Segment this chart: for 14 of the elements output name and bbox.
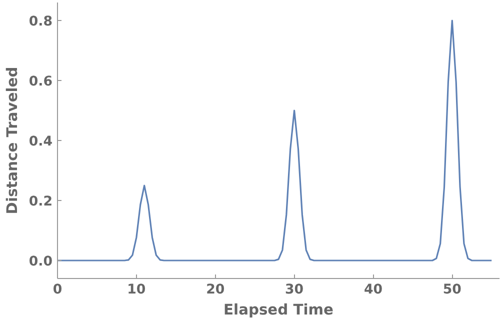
y-tick-label: 0.4 <box>28 134 53 150</box>
x-tick-label: 20 <box>206 282 225 298</box>
x-tick-label: 10 <box>127 282 146 298</box>
y-tick-label: 0.2 <box>28 194 53 210</box>
x-tick-label: 0 <box>52 282 62 298</box>
y-tick-label: 0.0 <box>28 254 53 270</box>
x-axis-title: Elapsed Time <box>224 302 334 318</box>
y-axis-title: Distance Traveled <box>4 66 21 214</box>
y-tick-label: 0.6 <box>28 74 53 90</box>
x-tick-label: 30 <box>285 282 304 298</box>
x-tick-label: 50 <box>442 282 462 298</box>
y-tick-label: 0.8 <box>28 14 53 30</box>
x-tick-label: 40 <box>364 282 383 298</box>
line-series <box>58 20 492 262</box>
